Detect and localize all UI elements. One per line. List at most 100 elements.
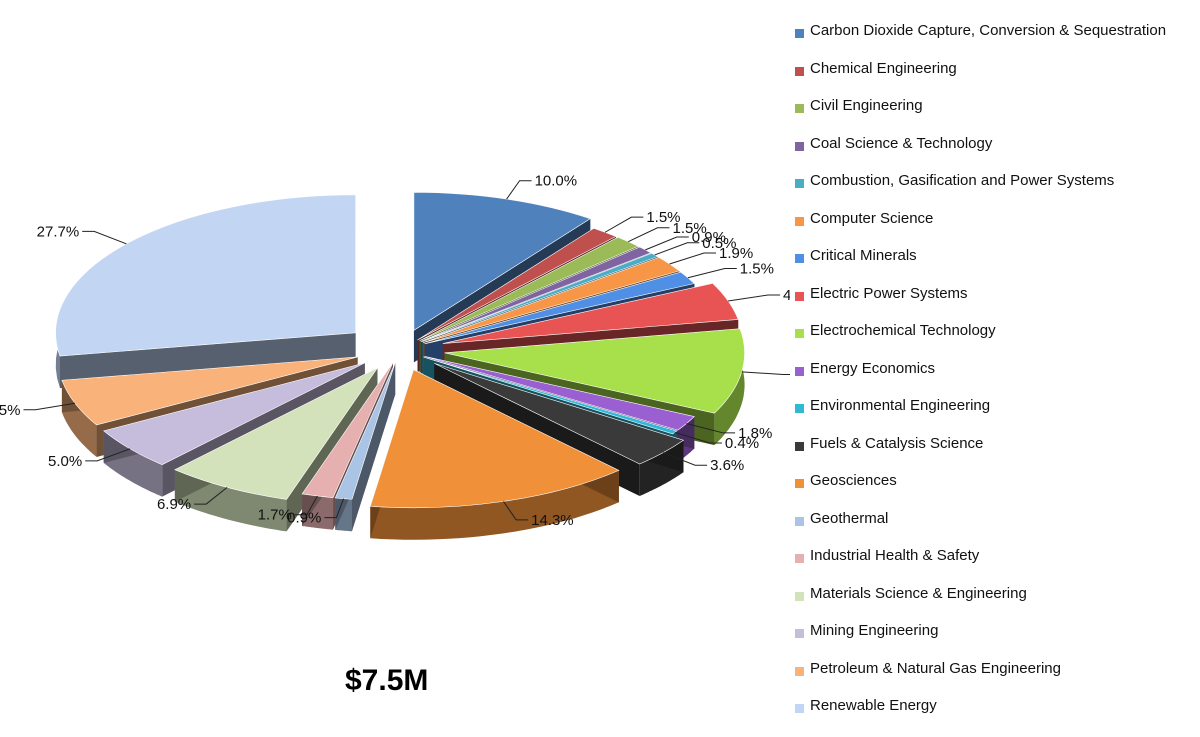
data-label-2: 1.5%	[672, 220, 706, 237]
leader-line-12	[503, 501, 529, 521]
data-label-11: 3.6%	[710, 457, 744, 474]
slice-13	[334, 362, 396, 500]
pie-chart: 10.0%1.5%1.5%0.9%0.5%1.9%1.5%4.4%10.0%1.…	[0, 173, 790, 697]
leader-line-5	[669, 252, 717, 265]
legend: Carbon Dioxide Capture, Conversion & Seq…	[795, 22, 1195, 735]
leader-line-10	[674, 431, 722, 444]
slice-17	[61, 356, 358, 426]
legend-label: Chemical Engineering	[810, 59, 957, 77]
slice-8	[444, 328, 745, 414]
data-label-1: 1.5%	[646, 209, 680, 226]
legend-item: Critical Minerals	[795, 247, 1195, 285]
slice-face-18-0	[59, 332, 356, 389]
legend-item: Civil Engineering	[795, 97, 1195, 135]
legend-swatch	[795, 216, 804, 226]
legend-item: Carbon Dioxide Capture, Conversion & Seq…	[795, 22, 1195, 60]
data-label-16: 5.0%	[48, 453, 82, 470]
leader-line-16	[85, 448, 131, 462]
legend-item: Environmental Engineering	[795, 397, 1195, 435]
legend-swatch	[795, 141, 804, 151]
leader-line-11	[662, 452, 708, 466]
slice-18	[55, 194, 356, 357]
legend-swatch	[795, 704, 804, 713]
legend-swatch	[795, 554, 804, 563]
legend-swatch	[795, 404, 804, 413]
leader-line-9	[686, 423, 736, 434]
legend-label: Industrial Health & Safety	[810, 547, 980, 564]
data-label-18: 27.7%	[37, 223, 80, 240]
legend-item: Electric Power Systems	[795, 285, 1195, 323]
legend-item: Industrial Health & Safety	[795, 547, 1195, 585]
leader-line-18	[82, 230, 127, 245]
data-label-5: 1.9%	[719, 245, 753, 262]
legend-label: Geothermal	[810, 509, 889, 527]
legend-swatch	[795, 179, 804, 188]
legend-label: Combustion, Gasification and Power Syste…	[810, 172, 1115, 189]
legend-item: Renewable Energy	[795, 697, 1195, 735]
slice-16	[103, 362, 365, 465]
legend-swatch	[795, 479, 804, 488]
legend-label: Carbon Dioxide Capture, Conversion & Seq…	[810, 22, 1167, 39]
legend-swatch	[795, 329, 804, 338]
legend-label: Computer Science	[810, 209, 934, 227]
legend-label: Energy Economics	[810, 359, 936, 377]
data-label-13: 0.9%	[287, 510, 321, 527]
legend-item: Energy Economics	[795, 360, 1195, 398]
data-label-17: 5.5%	[0, 402, 20, 419]
leader-line-6	[687, 267, 737, 279]
legend-label: Geosciences	[810, 472, 897, 489]
legend-item: Petroleum & Natural Gas Engineering	[795, 660, 1195, 698]
legend-label: Critical Minerals	[810, 247, 917, 264]
legend-label: Coal Science & Technology	[810, 134, 993, 152]
legend-item: Geosciences	[795, 472, 1195, 510]
data-label-6: 1.5%	[740, 260, 774, 277]
data-label-10: 0.4%	[725, 435, 759, 452]
legend-swatch	[795, 591, 804, 601]
legend-swatch	[795, 291, 804, 301]
legend-swatch	[795, 516, 804, 526]
legend-swatch	[795, 441, 804, 451]
leader-line-1	[604, 216, 644, 233]
legend-label: Civil Engineering	[810, 97, 923, 114]
data-label-7: 4.4%	[783, 287, 790, 304]
data-label-14: 1.7%	[258, 507, 292, 524]
slice-2	[419, 236, 639, 342]
slice-side-12	[370, 470, 619, 540]
legend-label: Fuels & Catalysis Science	[810, 434, 984, 452]
slice-5	[422, 257, 680, 343]
leader-line-8	[741, 371, 790, 376]
legend-item: Mining Engineering	[795, 622, 1195, 660]
legend-label: Electric Power Systems	[810, 284, 968, 302]
data-label-15: 6.9%	[157, 496, 191, 513]
legend-item: Computer Science	[795, 210, 1195, 248]
slice-side-8	[714, 328, 745, 446]
legend-label: Environmental Engineering	[810, 397, 991, 414]
legend-swatch	[795, 366, 804, 376]
slice-11	[434, 363, 685, 465]
legend-label: Electrochemical Technology	[810, 322, 996, 339]
leader-line-17	[23, 402, 76, 411]
data-label-12: 14.3%	[531, 512, 574, 529]
data-label-9: 1.8%	[738, 425, 772, 442]
slice-6	[424, 271, 696, 345]
legend-label: Materials Science & Engineering	[810, 584, 1027, 602]
leader-line-2	[628, 227, 670, 243]
legend-item: Chemical Engineering	[795, 60, 1195, 98]
legend-item: Combustion, Gasification and Power Syste…	[795, 172, 1195, 210]
legend-label: Mining Engineering	[810, 622, 939, 639]
legend-label: Renewable Energy	[810, 697, 937, 714]
legend-item: Fuels & Catalysis Science	[795, 435, 1195, 473]
slice-14	[301, 362, 394, 499]
slice-0	[413, 192, 591, 331]
slice-1	[417, 227, 617, 341]
legend-item: Electrochemical Technology	[795, 322, 1195, 360]
slice-12	[369, 369, 620, 509]
leader-line-3	[645, 236, 689, 251]
data-label-4: 0.5%	[702, 235, 736, 252]
leader-line-4	[654, 242, 700, 256]
leader-line-7	[728, 294, 781, 302]
legend-swatch	[795, 104, 804, 113]
leader-line-13	[324, 498, 345, 519]
leader-line-15	[194, 486, 228, 505]
legend-item: Materials Science & Engineering	[795, 585, 1195, 623]
